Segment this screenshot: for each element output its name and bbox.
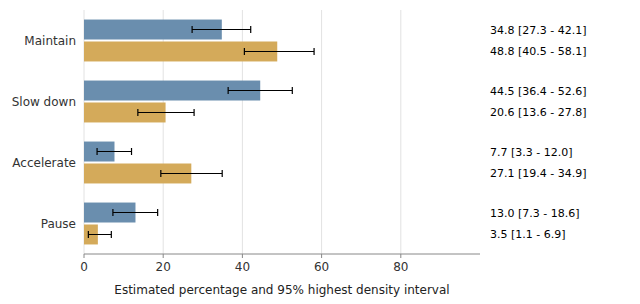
x-axis-label: Estimated percentage and 95% highest den… [114,283,449,297]
tick-label: 20 [156,260,171,274]
grid [84,10,401,254]
tick-label: 60 [314,260,329,274]
annotation: 27.1 [19.4 - 34.9] [490,167,587,180]
tick-label: 40 [235,260,250,274]
annotation: 34.8 [27.3 - 42.1] [490,24,587,37]
marks [84,20,314,245]
chart: 0 20 40 60 80 Maintain Slow down Accelerate Paus… [0,0,640,304]
annotation: 48.8 [40.5 - 58.1] [490,45,587,58]
annotation: 7.7 [3.3 - 12.0] [490,146,573,159]
tick-mark [242,254,243,258]
tick-mark [84,254,85,258]
grid-line [400,10,401,254]
grid-line [321,10,322,254]
x-axis-line [84,254,480,255]
tick-label: 0 [80,260,88,274]
error-bar [228,87,292,94]
category-label: Slow down [12,95,76,109]
category-label: Maintain [24,34,76,48]
tick-mark [321,254,322,258]
error-bar [88,231,111,238]
annotation: 3.5 [1.1 - 6.9] [490,228,566,241]
tick-mark [163,254,164,258]
error-bar [244,48,314,55]
error-bar [138,109,194,116]
tick-label: 80 [393,260,408,274]
annotation: 13.0 [7.3 - 18.6] [490,207,580,220]
error-bar [97,148,131,155]
tick-mark [400,254,401,258]
error-bar [192,26,251,33]
error-bar [161,170,222,177]
error-bar [113,209,158,216]
category-label: Pause [41,217,76,231]
annotation: 44.5 [36.4 - 52.6] [490,85,587,98]
annotation: 20.6 [13.6 - 27.8] [490,106,587,119]
category-label: Accelerate [12,156,76,170]
